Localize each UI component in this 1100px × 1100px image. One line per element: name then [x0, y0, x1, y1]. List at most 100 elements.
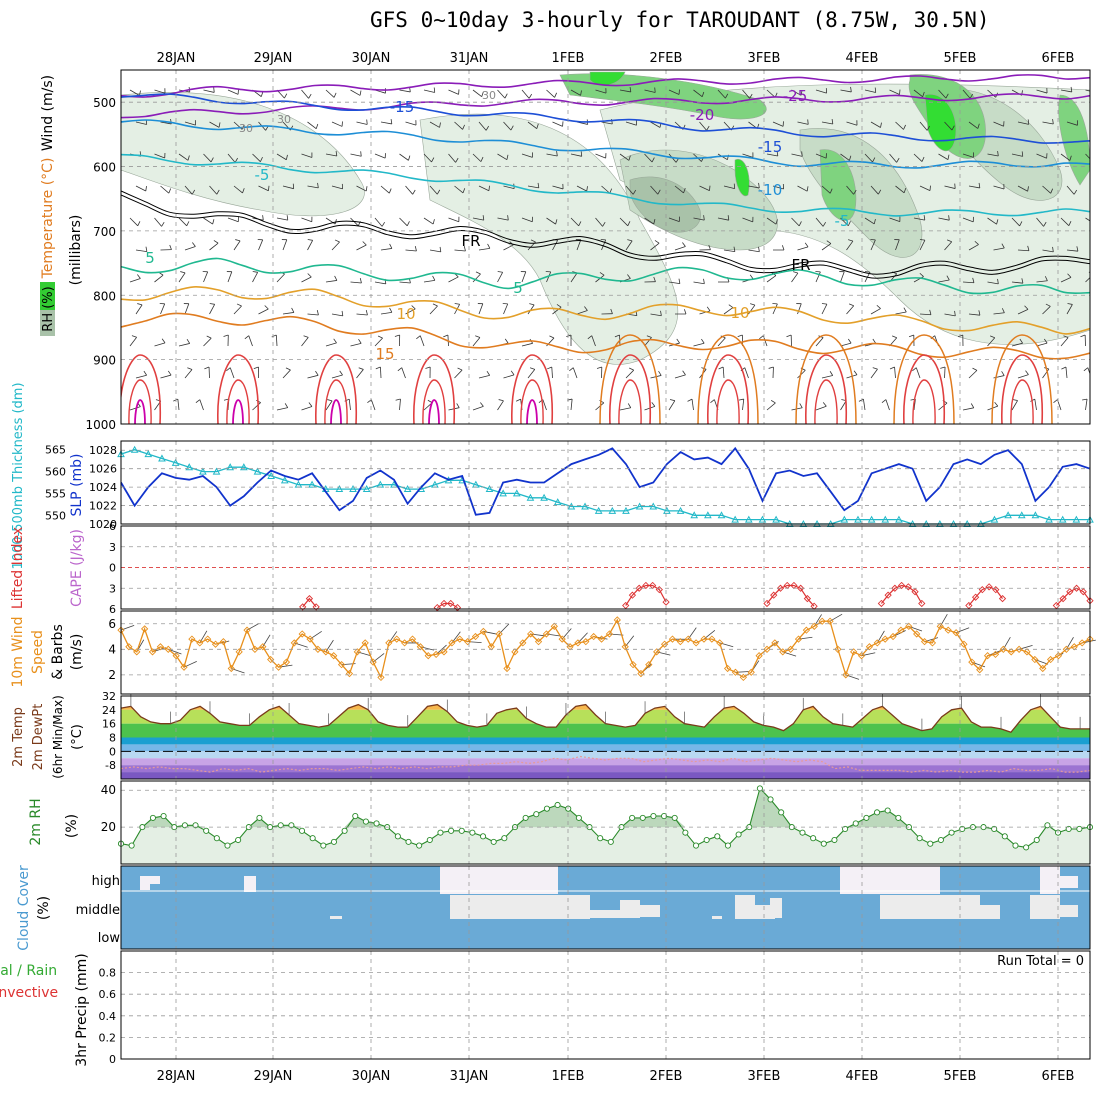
rh-point	[543, 805, 550, 812]
wind-barb	[307, 240, 314, 251]
rh-point	[298, 827, 306, 834]
lifted-index-point	[622, 601, 630, 610]
wind-barb-flag	[682, 370, 686, 376]
panel-frame	[120, 610, 1091, 695]
wind-barb-flag	[847, 338, 852, 344]
wind-speed-point	[991, 650, 1000, 659]
wind-barb	[546, 89, 555, 98]
panel-frame	[120, 695, 1091, 780]
wind-barb-flag	[826, 240, 832, 244]
wind-barb	[572, 367, 578, 379]
wind-barb	[840, 89, 852, 93]
cape-axis-label: CAPE (J/kg)	[69, 529, 85, 607]
wind-barb	[307, 374, 319, 379]
wind-barb-flag	[829, 188, 833, 194]
wind-barb	[203, 271, 209, 283]
date-label-top: 2FEB	[650, 51, 683, 66]
wind-barb-flag	[921, 156, 925, 162]
thickness-point	[280, 476, 289, 484]
wind-barb	[668, 217, 680, 223]
wind-barb	[331, 241, 340, 251]
wind-barb	[301, 153, 313, 158]
contour-label: 5	[145, 249, 155, 267]
wind-barb	[987, 337, 996, 347]
wind-barb	[252, 272, 259, 283]
rh-point	[639, 814, 646, 821]
wind-barb-flag	[515, 398, 521, 402]
cloud-block	[1040, 866, 1060, 894]
wind-barb-flag	[359, 278, 362, 284]
wind-barb	[919, 121, 928, 131]
wind-barb	[895, 239, 900, 251]
wind-barb	[987, 153, 999, 157]
wind-barb	[1036, 280, 1048, 283]
date-label-bottom: 4FEB	[846, 1069, 879, 1084]
wind-barb-flag	[315, 123, 319, 129]
wind-barb	[717, 217, 729, 221]
wind-barb-flag	[947, 154, 950, 160]
wind-barb-flag	[213, 87, 215, 93]
lifted-index-point	[797, 584, 805, 592]
wind-speed-point	[613, 616, 621, 624]
wind-speed-point	[582, 638, 590, 646]
cloud-block	[620, 900, 640, 918]
rh-point	[959, 825, 966, 833]
wind-barb	[348, 399, 351, 411]
panel-frame	[120, 525, 1091, 610]
wind-barb-flag	[653, 276, 656, 282]
thickness-point	[744, 515, 753, 523]
wind-barb-flag	[922, 91, 925, 97]
wind-barb	[184, 369, 193, 379]
temperature-area	[121, 704, 1090, 779]
wind-barb	[282, 369, 291, 379]
wind-barb-flag	[143, 370, 147, 376]
wind-barb	[815, 271, 821, 283]
contour-label: -15	[758, 138, 783, 156]
wind-barb	[331, 121, 343, 127]
wind-barb-flag	[946, 239, 952, 243]
wind-barb	[864, 89, 876, 93]
wind-barb-flag	[651, 402, 656, 407]
wind-barb	[766, 153, 778, 157]
pressure-axis-label: (millibars)	[68, 215, 84, 286]
slp-axis-label: SLP (mb)	[69, 453, 85, 516]
wind-barb	[766, 89, 776, 98]
pressure-tick: 700	[93, 225, 116, 239]
temperature-band	[121, 723, 1090, 738]
wind-barb	[1036, 217, 1044, 227]
wind-speed-point	[180, 663, 188, 671]
freezing-level-line	[121, 194, 1090, 279]
wind-barb-flag	[271, 334, 277, 338]
thickness-point	[553, 498, 562, 506]
cloud-block	[735, 895, 755, 919]
wind-barb	[1085, 399, 1088, 411]
wind-barb	[276, 217, 288, 221]
wind-barb	[962, 407, 974, 411]
wind-barb	[668, 281, 680, 285]
wind-speed-point	[377, 673, 385, 682]
wind-barb	[595, 153, 606, 159]
wind-barb	[840, 342, 852, 347]
lifted-index-point	[776, 584, 785, 592]
wind-barb	[1066, 185, 1075, 195]
wind-speed-point	[818, 617, 826, 625]
wind-barb-flag	[234, 157, 239, 163]
wind-barb	[282, 312, 294, 315]
upper-air-plot: -25 -20 -15 -15 -10 -5 -5 FR FR 5 5 10 10 15 30 30 30	[121, 71, 1090, 424]
wind-speed-point	[448, 639, 456, 647]
wind-speed-point	[125, 643, 133, 651]
wind-barb-flag	[443, 334, 449, 338]
rh-point	[373, 820, 380, 827]
wind-speed-point	[983, 652, 992, 660]
wind-barb	[938, 402, 948, 411]
warm-contour	[912, 379, 936, 424]
date-label-bottom: 28JAN	[157, 1069, 196, 1084]
thickness-tick: 565	[45, 444, 66, 457]
wind-barb-flag	[569, 367, 574, 372]
wind-barb-flag	[529, 303, 535, 306]
wind-barb	[154, 89, 166, 94]
wind-barb-flag	[488, 185, 490, 191]
warm-contour	[716, 379, 740, 424]
wind-barb	[766, 402, 776, 411]
wind-speed-point	[479, 627, 488, 636]
